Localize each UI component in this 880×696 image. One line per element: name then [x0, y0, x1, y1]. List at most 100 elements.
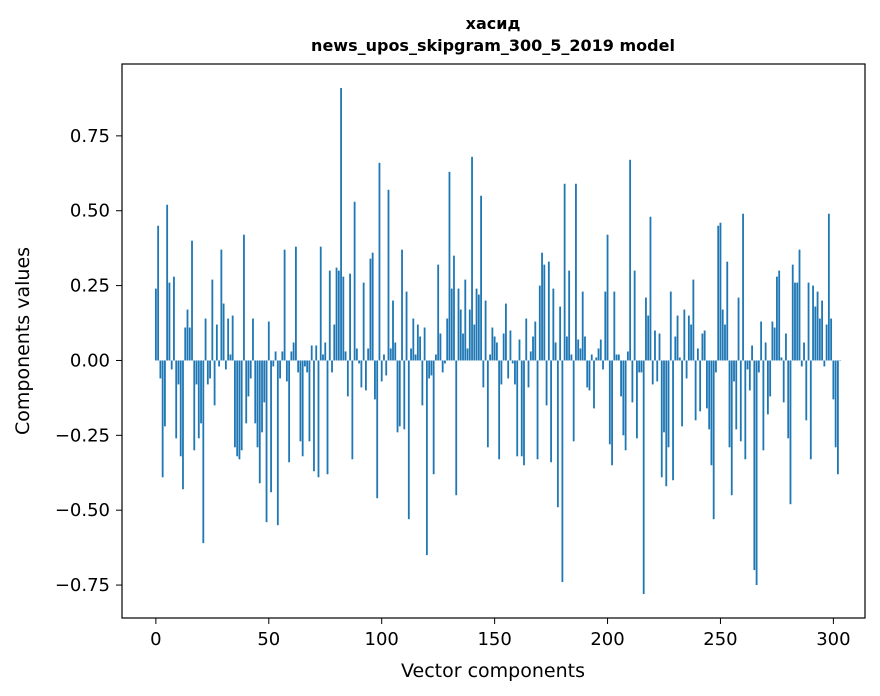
bar	[821, 300, 823, 361]
bar	[252, 318, 254, 361]
bar	[182, 360, 184, 490]
bar	[776, 276, 778, 361]
bar	[157, 225, 160, 361]
bar	[446, 318, 449, 361]
bar	[462, 333, 464, 361]
bar	[721, 309, 724, 361]
bar	[694, 360, 697, 421]
bar	[816, 291, 819, 361]
bar	[477, 294, 480, 361]
bar	[502, 333, 505, 361]
bar	[437, 264, 440, 361]
bar	[383, 354, 385, 361]
bar	[678, 357, 681, 361]
bar	[604, 291, 607, 361]
bar	[355, 348, 358, 361]
bar	[294, 246, 297, 361]
bar	[568, 270, 571, 361]
plot-area-frame	[121, 63, 866, 619]
bar	[593, 360, 595, 409]
chart-title: хасид	[466, 14, 521, 33]
bar	[818, 318, 821, 361]
bar	[620, 360, 622, 397]
y-tick-label: 0.25	[70, 276, 110, 297]
bar-series	[154, 87, 842, 595]
bar	[419, 336, 422, 361]
bar	[491, 327, 494, 361]
bar	[812, 285, 814, 361]
bar	[561, 360, 564, 583]
bar	[177, 360, 180, 385]
bar	[279, 360, 281, 379]
bar	[229, 354, 232, 361]
bar	[206, 360, 209, 385]
bar	[274, 351, 277, 361]
bar	[584, 336, 586, 361]
bar	[398, 360, 401, 427]
bar	[730, 360, 733, 496]
bar	[224, 360, 227, 370]
bar	[202, 360, 205, 544]
bar	[450, 288, 453, 361]
bar	[283, 249, 286, 361]
bar	[536, 360, 539, 460]
bar	[441, 360, 444, 373]
bar	[581, 291, 584, 361]
bar	[258, 360, 261, 484]
bar	[559, 306, 562, 361]
bar	[547, 261, 550, 361]
bar	[200, 360, 202, 424]
bar	[188, 327, 191, 361]
bar	[353, 201, 356, 361]
bar	[563, 183, 566, 361]
bar	[728, 360, 731, 448]
bar	[342, 276, 345, 361]
chart-subtitle: news_upos_skipgram_300_5_2019 model	[311, 36, 675, 55]
bar	[204, 318, 207, 361]
bar	[550, 360, 552, 463]
bar	[290, 351, 293, 361]
bar	[769, 360, 772, 397]
bar	[529, 351, 532, 361]
bar	[690, 324, 693, 361]
bar	[170, 360, 173, 370]
y-tick-label: 0.75	[70, 126, 110, 147]
bar	[787, 360, 790, 439]
bar	[489, 354, 492, 361]
bar	[500, 360, 503, 385]
bar	[647, 315, 650, 361]
bar	[480, 195, 482, 361]
bar	[414, 354, 417, 361]
bar	[773, 327, 776, 361]
bar	[457, 288, 460, 361]
bar	[565, 336, 568, 361]
bar	[825, 324, 828, 361]
bar	[376, 360, 379, 499]
bar	[771, 321, 774, 361]
bar	[667, 360, 670, 448]
y-tick-label: −0.25	[55, 425, 110, 446]
x-tick-label: 0	[150, 629, 161, 650]
bar	[606, 234, 609, 361]
bar	[809, 360, 812, 460]
bar	[717, 225, 720, 361]
bar	[687, 315, 690, 361]
bar	[798, 249, 801, 361]
bar	[344, 351, 347, 361]
bar	[681, 360, 683, 427]
bar	[724, 324, 726, 361]
bar	[315, 345, 318, 361]
bar	[814, 306, 817, 361]
bar	[509, 330, 512, 361]
bar	[186, 309, 189, 361]
bar	[254, 360, 257, 424]
bar	[351, 360, 354, 460]
bar	[234, 360, 236, 448]
bar	[751, 345, 753, 361]
bar	[507, 360, 510, 379]
x-tick-label: 250	[703, 629, 737, 650]
bar	[459, 309, 462, 361]
bar	[712, 360, 715, 520]
bar	[762, 360, 765, 451]
